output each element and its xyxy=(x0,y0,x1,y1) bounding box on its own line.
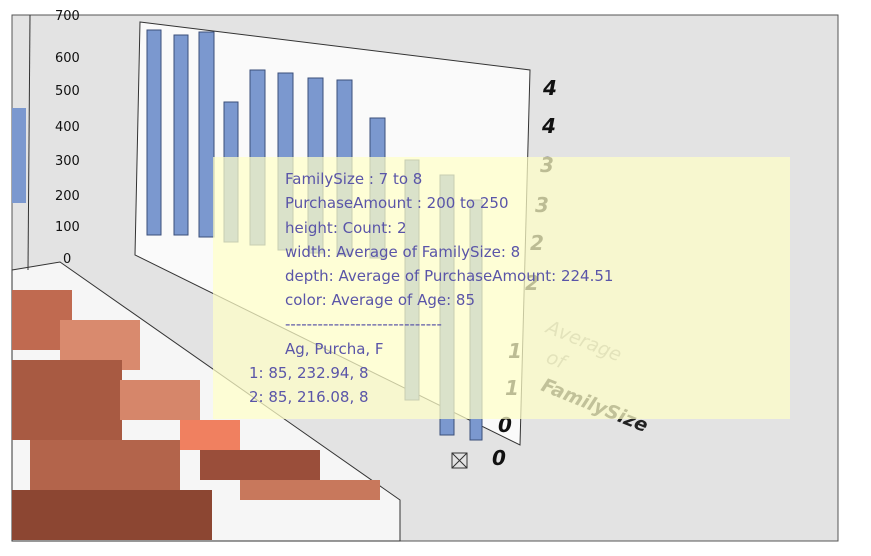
axis-label: 200 xyxy=(55,189,80,204)
axis-label: 0 xyxy=(492,446,506,470)
axis-line xyxy=(27,14,31,271)
icon xyxy=(451,452,468,469)
axis-label: 100 xyxy=(55,220,80,235)
axis-label: 700 xyxy=(55,9,80,24)
tooltip-line: width: Average of FamilySize: 8 xyxy=(285,243,520,261)
tooltip-row: 2: 85, 216.08, 8 xyxy=(249,388,369,406)
tooltip-text: FamilySize : 7 to 8 PurchaseAmount : 200… xyxy=(249,170,613,406)
tooltip-line: FamilySize : 7 to 8 xyxy=(285,170,422,188)
axis-label: 4 xyxy=(542,76,557,100)
bar-edge xyxy=(12,108,26,203)
axis-label: 0 xyxy=(63,252,71,267)
axis-label: 4 xyxy=(541,114,556,138)
axis-label: 400 xyxy=(55,120,80,135)
left-axis: 700 600 500 400 300 200 100 0 xyxy=(55,9,80,267)
axis-label: 600 xyxy=(55,51,80,66)
tooltip-line: ----------------------------- xyxy=(285,315,442,333)
tooltip-line: depth: Average of PurchaseAmount: 224.51 xyxy=(285,267,613,285)
axis-label: 500 xyxy=(55,84,80,99)
tooltip-line: height: Count: 2 xyxy=(285,219,407,237)
tooltip-line: Ag, Purcha, F xyxy=(285,340,384,358)
floor-bars xyxy=(12,290,380,540)
tooltip xyxy=(213,157,790,419)
tooltip-line: color: Average of Age: 85 xyxy=(285,291,475,309)
tooltip-line: PurchaseAmount : 200 to 250 xyxy=(285,194,509,212)
tooltip-row: 1: 85, 232.94, 8 xyxy=(249,364,369,382)
axis-label: 300 xyxy=(55,154,80,169)
